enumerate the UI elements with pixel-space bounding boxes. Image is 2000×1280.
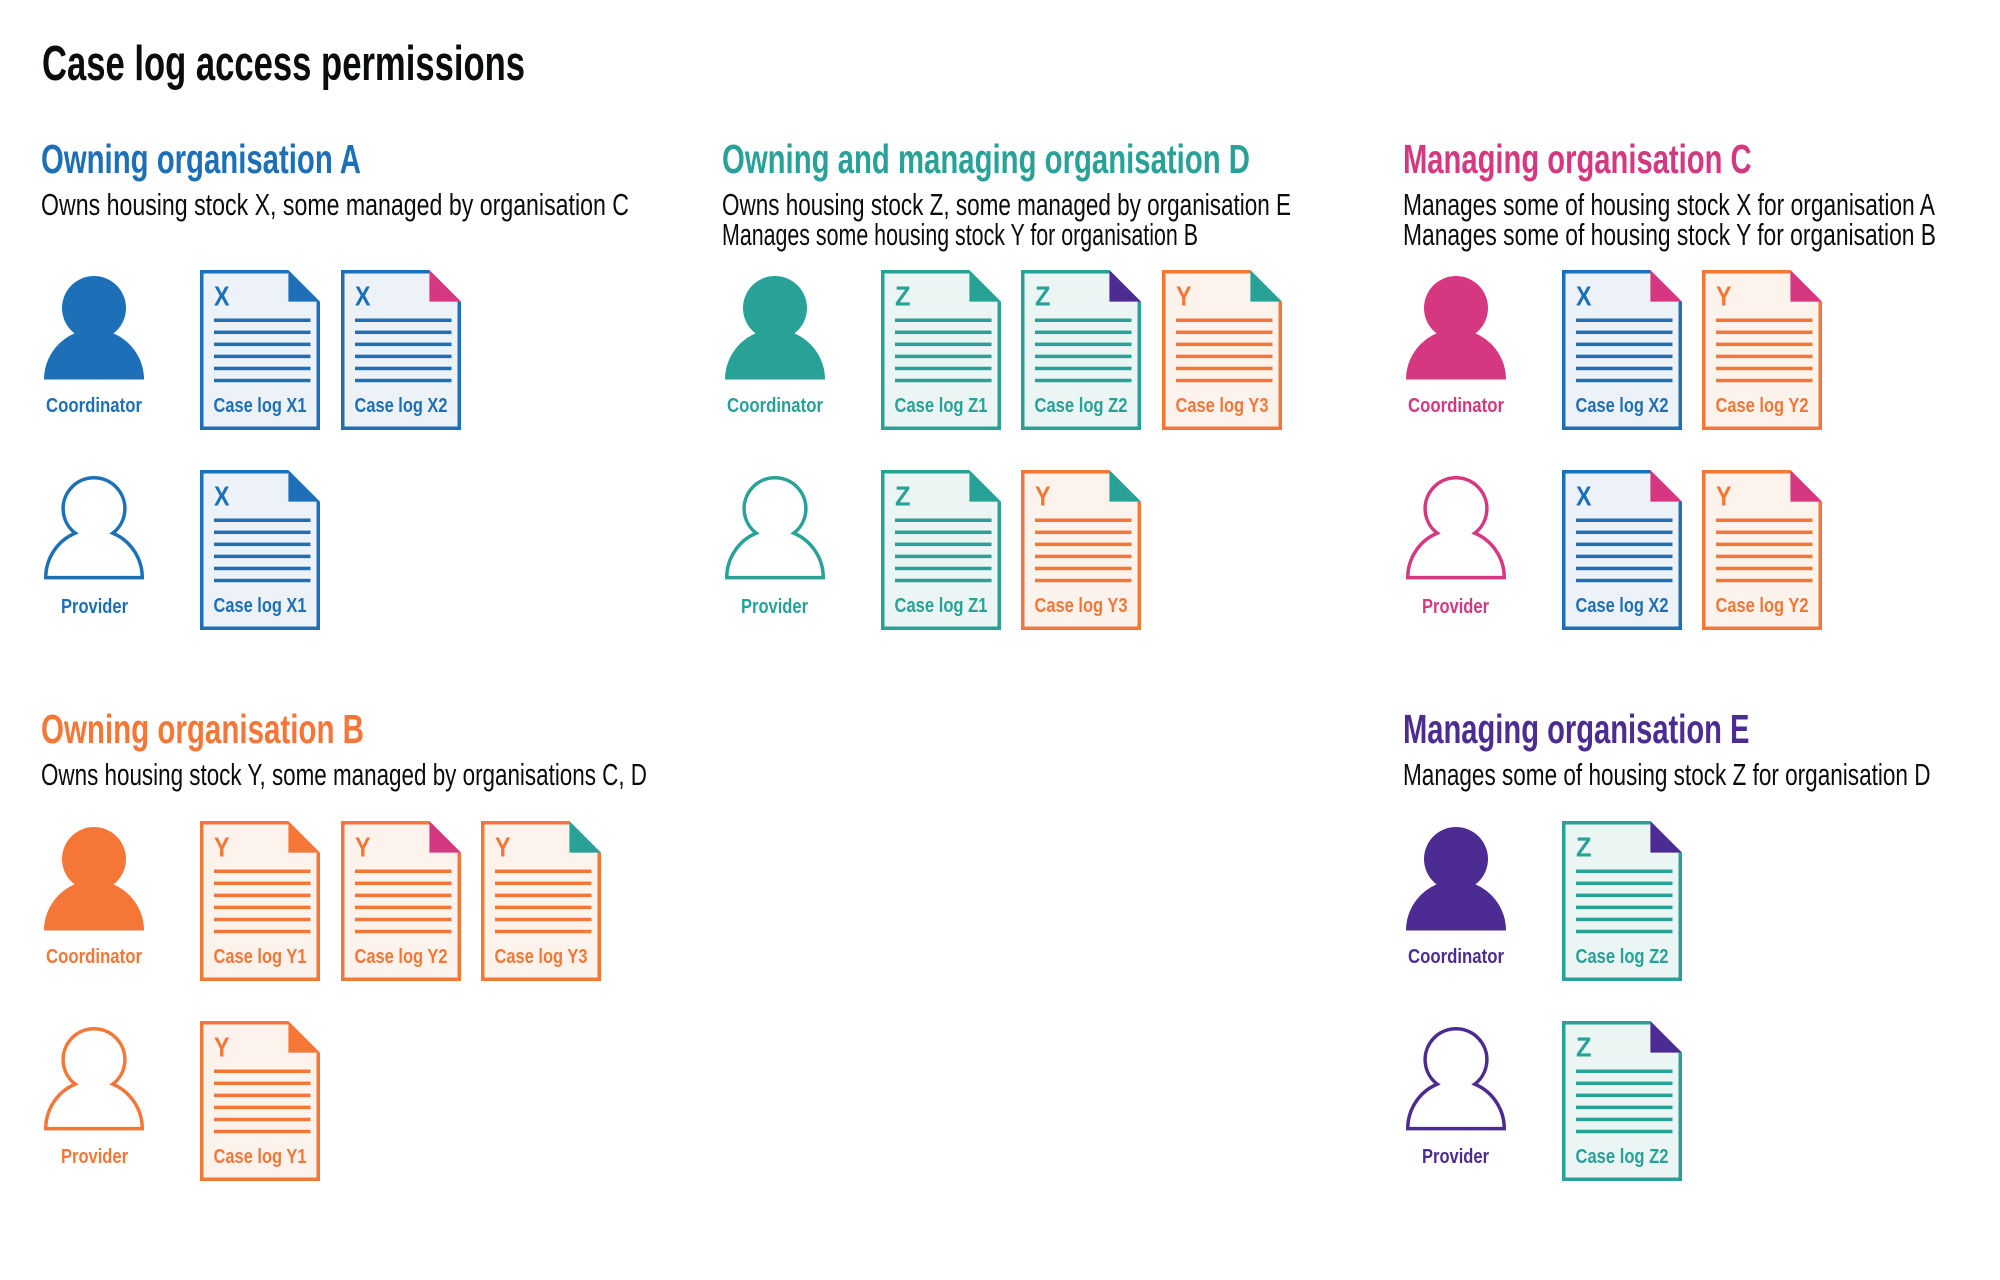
- svg-text:Z: Z: [1035, 280, 1051, 311]
- svg-text:Case log X2: Case log X2: [354, 395, 447, 417]
- svg-text:Provider: Provider: [1422, 1145, 1489, 1168]
- svg-text:Case log Y3: Case log Y3: [1035, 595, 1128, 617]
- svg-text:Case log Y2: Case log Y2: [354, 945, 447, 967]
- svg-text:Case log Z2: Case log Z2: [1575, 945, 1668, 967]
- svg-text:Owning and managing organisati: Owning and managing organisation D: [722, 136, 1250, 182]
- svg-text:Y: Y: [1035, 481, 1051, 512]
- svg-text:Manages some housing stock Y f: Manages some housing stock Y for organis…: [722, 218, 1198, 252]
- svg-text:Case log Y1: Case log Y1: [214, 1145, 307, 1167]
- svg-text:Y: Y: [1176, 280, 1192, 311]
- svg-text:X: X: [1576, 280, 1592, 311]
- svg-text:Z: Z: [895, 481, 911, 512]
- svg-text:Provider: Provider: [741, 595, 808, 618]
- svg-text:X: X: [214, 280, 230, 311]
- svg-text:Case log Z1: Case log Z1: [894, 595, 987, 617]
- svg-text:Case log Y3: Case log Y3: [495, 945, 588, 967]
- svg-text:Owning organisation B: Owning organisation B: [41, 706, 364, 752]
- svg-text:Owns housing stock Z, some man: Owns housing stock Z, some managed by or…: [722, 188, 1291, 222]
- svg-text:Z: Z: [1576, 831, 1592, 862]
- svg-text:Y: Y: [495, 831, 511, 862]
- svg-text:Case log X1: Case log X1: [214, 595, 307, 617]
- svg-text:Case log Y3: Case log Y3: [1175, 395, 1268, 417]
- svg-text:Y: Y: [214, 831, 230, 862]
- svg-text:Provider: Provider: [61, 595, 128, 618]
- svg-text:Case log X1: Case log X1: [214, 395, 307, 417]
- svg-text:Y: Y: [1716, 280, 1732, 311]
- svg-text:Manages some of housing stock: Manages some of housing stock Z for orga…: [1403, 758, 1931, 792]
- svg-text:X: X: [214, 481, 230, 512]
- svg-text:Provider: Provider: [61, 1145, 128, 1168]
- svg-text:X: X: [355, 280, 371, 311]
- svg-text:Coordinator: Coordinator: [46, 945, 142, 968]
- svg-text:Owns housing stock Y, some man: Owns housing stock Y, some managed by or…: [41, 758, 647, 792]
- svg-text:Case log access permissions: Case log access permissions: [42, 37, 525, 91]
- svg-text:Y: Y: [214, 1031, 230, 1062]
- svg-text:Case log Y1: Case log Y1: [214, 945, 307, 967]
- svg-text:Z: Z: [1576, 1031, 1592, 1062]
- svg-text:X: X: [1576, 481, 1592, 512]
- svg-text:Managing organisation E: Managing organisation E: [1403, 706, 1750, 752]
- svg-text:Y: Y: [1716, 481, 1732, 512]
- svg-text:Case log Z1: Case log Z1: [894, 395, 987, 417]
- svg-text:Owns housing stock X, some man: Owns housing stock X, some managed by or…: [41, 188, 629, 222]
- svg-text:Coordinator: Coordinator: [46, 394, 142, 417]
- svg-text:Coordinator: Coordinator: [1408, 945, 1504, 968]
- svg-text:Case log Z2: Case log Z2: [1035, 395, 1128, 417]
- svg-text:Coordinator: Coordinator: [727, 394, 823, 417]
- svg-text:Managing organisation C: Managing organisation C: [1403, 136, 1752, 182]
- svg-text:Manages some of housing stock: Manages some of housing stock Y for orga…: [1403, 218, 1936, 252]
- svg-text:Case log Z2: Case log Z2: [1575, 1145, 1668, 1167]
- svg-text:Z: Z: [895, 280, 911, 311]
- svg-text:Coordinator: Coordinator: [1408, 394, 1504, 417]
- svg-text:Case log Y2: Case log Y2: [1716, 395, 1809, 417]
- svg-text:Case log X2: Case log X2: [1575, 395, 1668, 417]
- svg-text:Case log Y2: Case log Y2: [1716, 595, 1809, 617]
- svg-text:Provider: Provider: [1422, 595, 1489, 618]
- svg-text:Manages some of housing stock: Manages some of housing stock X for orga…: [1403, 188, 1935, 222]
- svg-text:Y: Y: [355, 831, 371, 862]
- svg-text:Owning organisation A: Owning organisation A: [41, 136, 361, 182]
- svg-text:Case log X2: Case log X2: [1575, 595, 1668, 617]
